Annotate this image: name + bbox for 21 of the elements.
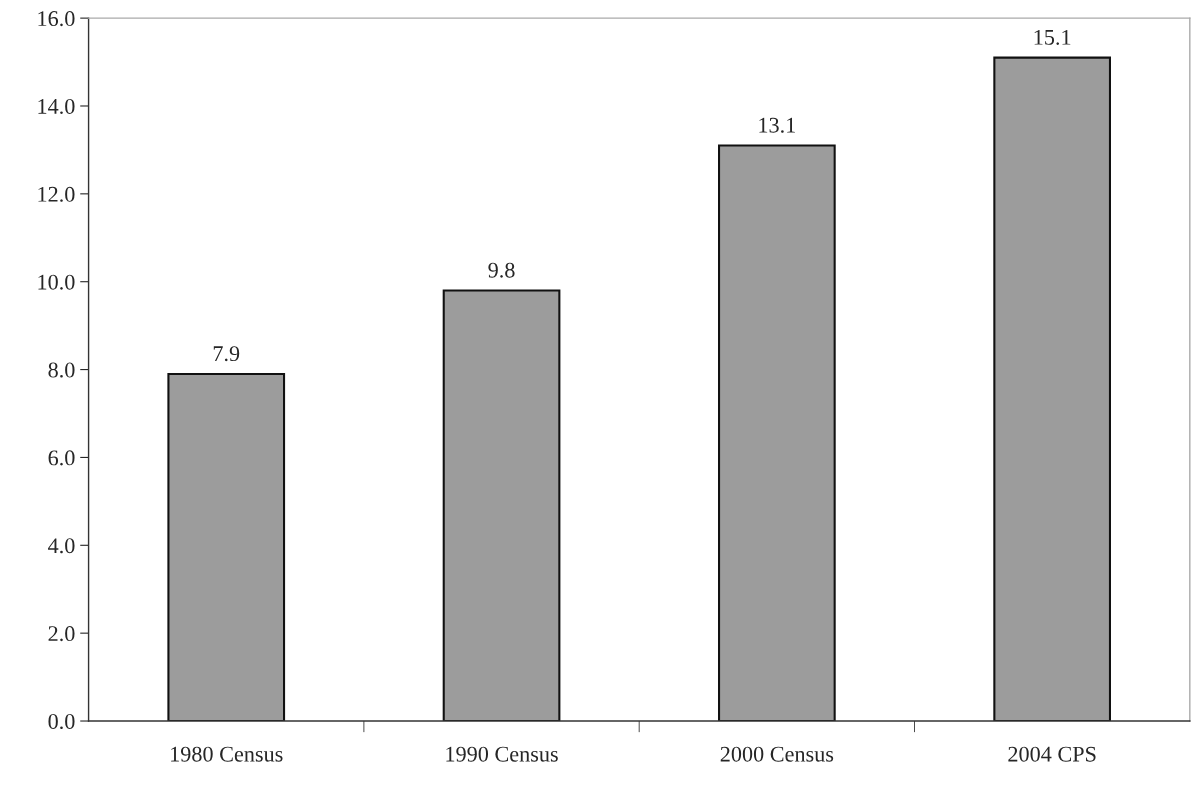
- y-tick-label: 2.0: [48, 626, 75, 642]
- y-tick-label: 10.0: [38, 274, 75, 290]
- bar: [442, 289, 561, 722]
- x-tick-label: 1990 Census: [446, 746, 558, 762]
- x-tick-label: 1980 Census: [171, 746, 283, 762]
- y-tick-label: 16.0: [38, 11, 75, 27]
- data-label: 13.1: [759, 117, 795, 133]
- y-tick-label: 0.0: [48, 713, 75, 730]
- x-tick-label: 2000 Census: [720, 746, 834, 762]
- bar: [718, 144, 836, 722]
- x-tick-label: 2004 CPS: [1008, 746, 1096, 762]
- y-tick-label: 8.0: [48, 362, 75, 378]
- y-tick-label: 12.0: [38, 186, 75, 202]
- data-label: 9.8: [488, 262, 515, 278]
- y-tick-label: 4.0: [48, 538, 75, 554]
- data-label: 15.1: [1034, 29, 1071, 45]
- data-label: 7.9: [213, 346, 240, 362]
- bar: [993, 56, 1112, 722]
- y-tick-label: 6.0: [48, 450, 75, 466]
- y-tick-label: 14.0: [38, 98, 75, 115]
- bar: [167, 372, 286, 722]
